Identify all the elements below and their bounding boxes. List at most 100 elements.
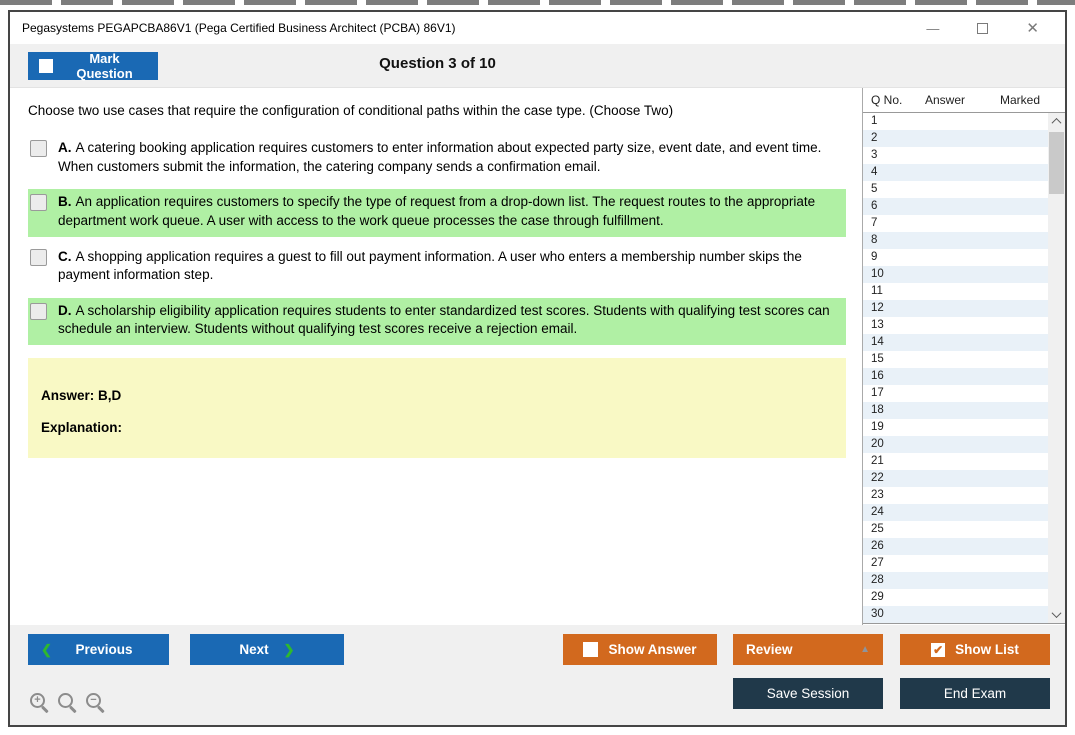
question-list-row[interactable]: 10: [863, 266, 1048, 283]
scroll-down-button[interactable]: [1048, 606, 1065, 623]
show-list-button[interactable]: ✔ Show List: [900, 634, 1050, 665]
question-number: 30: [871, 608, 884, 620]
question-list-row[interactable]: 21: [863, 453, 1048, 470]
question-list-row[interactable]: 20: [863, 436, 1048, 453]
question-number: 8: [871, 234, 878, 246]
explanation-label: Explanation:: [41, 420, 123, 435]
question-list-row[interactable]: 8: [863, 232, 1048, 249]
question-list-row[interactable]: 7: [863, 215, 1048, 232]
question-list-row[interactable]: 30: [863, 606, 1048, 623]
question-number: 25: [871, 523, 884, 535]
options-list: A. A catering booking application require…: [28, 135, 846, 345]
option-letter: B.: [58, 194, 72, 210]
column-qno: Q No.: [871, 93, 903, 107]
zoom-controls: + −: [30, 687, 101, 713]
scrollbar-thumb[interactable]: [1049, 132, 1064, 194]
question-number: 9: [871, 251, 878, 263]
question-list-row[interactable]: 1: [863, 113, 1048, 130]
question-number: 16: [871, 370, 884, 382]
question-list-row[interactable]: 14: [863, 334, 1048, 351]
option-body-text: A catering booking application requires …: [58, 140, 822, 174]
question-number: 15: [871, 353, 884, 365]
question-panel: Choose two use cases that require the co…: [10, 88, 862, 625]
question-number: 21: [871, 455, 884, 467]
option-d-checkbox[interactable]: [30, 302, 47, 320]
question-list-scrollbar[interactable]: [1048, 113, 1065, 623]
option-b[interactable]: B. An application requires customers to s…: [28, 189, 846, 237]
question-list-row[interactable]: 2: [863, 130, 1048, 147]
question-counter: Question 3 of 10: [379, 55, 496, 72]
question-number: 4: [871, 166, 878, 178]
question-list-row[interactable]: 26: [863, 538, 1048, 555]
question-list-row[interactable]: 29: [863, 589, 1048, 606]
previous-button[interactable]: ❮ Previous: [28, 634, 169, 665]
column-answer: Answer: [925, 93, 966, 107]
next-button[interactable]: Next ❯: [190, 634, 344, 665]
question-list-row[interactable]: 27: [863, 555, 1048, 572]
scroll-up-button[interactable]: [1048, 113, 1065, 130]
option-c[interactable]: C. A shopping application requires a gues…: [28, 244, 846, 291]
question-list-row[interactable]: 9: [863, 249, 1048, 266]
mark-question-label: Mark Question: [76, 51, 133, 81]
screen-edge-artifact: [0, 0, 1075, 5]
zoom-reset-icon[interactable]: [58, 692, 73, 708]
question-list-row[interactable]: 11: [863, 283, 1048, 300]
show-answer-checkbox[interactable]: [583, 642, 599, 657]
question-list-row[interactable]: 4: [863, 164, 1048, 181]
question-number: 2: [871, 132, 878, 144]
option-d[interactable]: D. A scholarship eligibility application …: [28, 297, 846, 345]
question-number: 14: [871, 336, 884, 348]
maximize-button[interactable]: [977, 22, 989, 34]
dropdown-up-icon: ▲: [860, 644, 870, 655]
question-list-row[interactable]: 25: [863, 521, 1048, 538]
minimize-button[interactable]: —: [926, 20, 940, 36]
question-list-row[interactable]: 13: [863, 317, 1048, 334]
question-number: 20: [871, 438, 884, 450]
question-list-row[interactable]: 18: [863, 402, 1048, 419]
question-list-row[interactable]: 6: [863, 198, 1048, 215]
exam-window: Pegasystems PEGAPCBA86V1 (Pega Certified…: [8, 10, 1067, 727]
option-a-checkbox[interactable]: [30, 140, 47, 157]
question-list-rows: 1 2 3 4 5 6 7 8 9 10 11 12 13 14 15 16 17 18 19 20 21 22 23 24 2…: [863, 113, 1048, 623]
mark-question-checkbox[interactable]: [39, 59, 53, 73]
question-number: 18: [871, 404, 884, 416]
question-list-panel: Q No. Answer Marked 1 2 3 4 5 6 7 8 9 10 11 12 13 14 1…: [862, 88, 1065, 625]
question-number: 26: [871, 540, 884, 552]
option-body-text: A shopping application requires a guest …: [58, 248, 802, 283]
option-a[interactable]: A. A catering booking application require…: [28, 135, 846, 182]
option-b-checkbox[interactable]: [30, 194, 47, 212]
review-button[interactable]: Review ▲: [733, 634, 883, 665]
zoom-in-icon[interactable]: +: [30, 692, 45, 708]
show-list-label: Show List: [955, 642, 1019, 657]
question-number: 10: [871, 268, 884, 280]
option-c-checkbox[interactable]: [30, 248, 47, 266]
question-list-row[interactable]: 23: [863, 487, 1048, 504]
question-list-row[interactable]: 5: [863, 181, 1048, 198]
question-list-row[interactable]: 17: [863, 385, 1048, 402]
show-answer-button[interactable]: Show Answer: [563, 634, 717, 665]
question-list-row[interactable]: 3: [863, 147, 1048, 164]
question-number: 27: [871, 557, 884, 569]
question-list: 1 2 3 4 5 6 7 8 9 10 11 12 13 14 15 16 17 18 19 20 21 22 23 24 2…: [863, 112, 1065, 624]
question-list-row[interactable]: 12: [863, 300, 1048, 317]
question-number: 22: [871, 472, 884, 484]
question-list-row[interactable]: 24: [863, 504, 1048, 521]
show-list-checkbox[interactable]: ✔: [931, 642, 946, 657]
save-session-button[interactable]: Save Session: [733, 678, 883, 709]
question-list-row[interactable]: 15: [863, 351, 1048, 368]
question-number: 13: [871, 319, 884, 331]
question-text: Choose two use cases that require the co…: [28, 103, 674, 118]
question-list-row[interactable]: 28: [863, 572, 1048, 589]
zoom-out-icon[interactable]: −: [86, 692, 101, 708]
option-letter: C.: [58, 248, 72, 264]
question-list-row[interactable]: 22: [863, 470, 1048, 487]
show-answer-label: Show Answer: [608, 642, 697, 657]
close-button[interactable]: ✕: [1026, 19, 1039, 37]
chevron-up-icon: [1051, 117, 1062, 128]
title-bar: Pegasystems PEGAPCBA86V1 (Pega Certified…: [10, 12, 1065, 44]
question-number: 28: [871, 574, 884, 586]
end-exam-button[interactable]: End Exam: [900, 678, 1050, 709]
mark-question-button[interactable]: Mark Question: [28, 51, 158, 81]
question-list-row[interactable]: 19: [863, 419, 1048, 436]
question-list-row[interactable]: 16: [863, 368, 1048, 385]
